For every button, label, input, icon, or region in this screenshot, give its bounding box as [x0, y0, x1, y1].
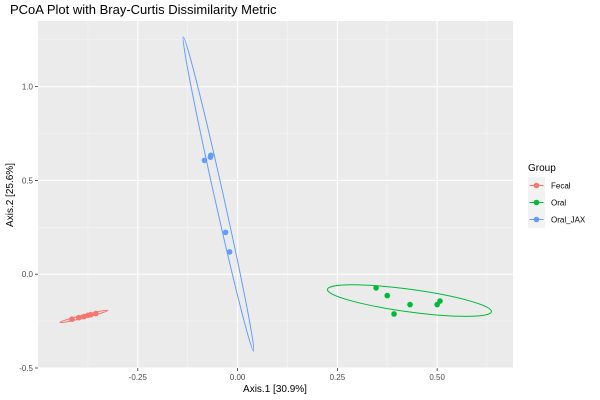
x-tick-label: -0.25 — [129, 373, 148, 382]
legend-item-oral: Oral — [528, 194, 566, 211]
legend: Group Fecal Oral Oral_JAX — [528, 163, 586, 228]
y-tick-label: -0.5 — [19, 364, 33, 373]
legend-key-point — [533, 199, 540, 206]
x-axis-label: Axis.1 [30.9%] — [243, 384, 307, 395]
point-oral — [384, 292, 391, 299]
point-fecal — [75, 314, 82, 321]
ellipse-oral — [326, 284, 492, 317]
ellipse-oral_jax — [182, 36, 255, 352]
point-fecal — [87, 311, 94, 318]
grid-lines — [38, 21, 513, 369]
point-oral_jax — [208, 152, 214, 159]
plot-panel — [38, 21, 513, 368]
data-points — [69, 152, 443, 323]
y-tick-label: 1.0 — [22, 83, 34, 92]
y-tick-label: 0.0 — [22, 270, 34, 279]
x-tick-label: 0.25 — [330, 373, 346, 382]
legend-title: Group — [528, 163, 556, 174]
x-tick-label: 0.00 — [230, 373, 246, 382]
legend-item-fecal: Fecal — [528, 177, 571, 194]
point-oral_jax — [201, 157, 208, 164]
legend-key-point — [533, 182, 540, 189]
y-axis-label: Axis.2 [25.6%] — [5, 163, 16, 227]
y-tick-label: 0.5 — [22, 176, 34, 185]
legend-key-point — [533, 216, 540, 223]
x-tick-label: 0.50 — [429, 373, 445, 382]
point-oral — [407, 301, 413, 308]
point-oral_jax — [226, 249, 233, 255]
legend-label: Oral — [551, 199, 566, 208]
point-oral_jax — [222, 229, 229, 236]
point-fecal — [93, 310, 99, 317]
point-oral — [391, 311, 397, 317]
legend-label: Fecal — [551, 182, 571, 191]
y-axis-ticks: -0.5 0.0 0.5 1.0 — [19, 83, 38, 373]
x-axis-ticks: -0.25 0.00 0.25 0.50 — [129, 368, 445, 382]
legend-item-oral_jax: Oral_JAX — [528, 211, 586, 228]
point-oral — [373, 285, 379, 291]
point-oral — [437, 298, 443, 304]
point-fecal — [69, 316, 75, 323]
chart-title: PCoA Plot with Bray-Curtis Dissimilarity… — [10, 2, 277, 17]
legend-label: Oral_JAX — [551, 216, 586, 225]
